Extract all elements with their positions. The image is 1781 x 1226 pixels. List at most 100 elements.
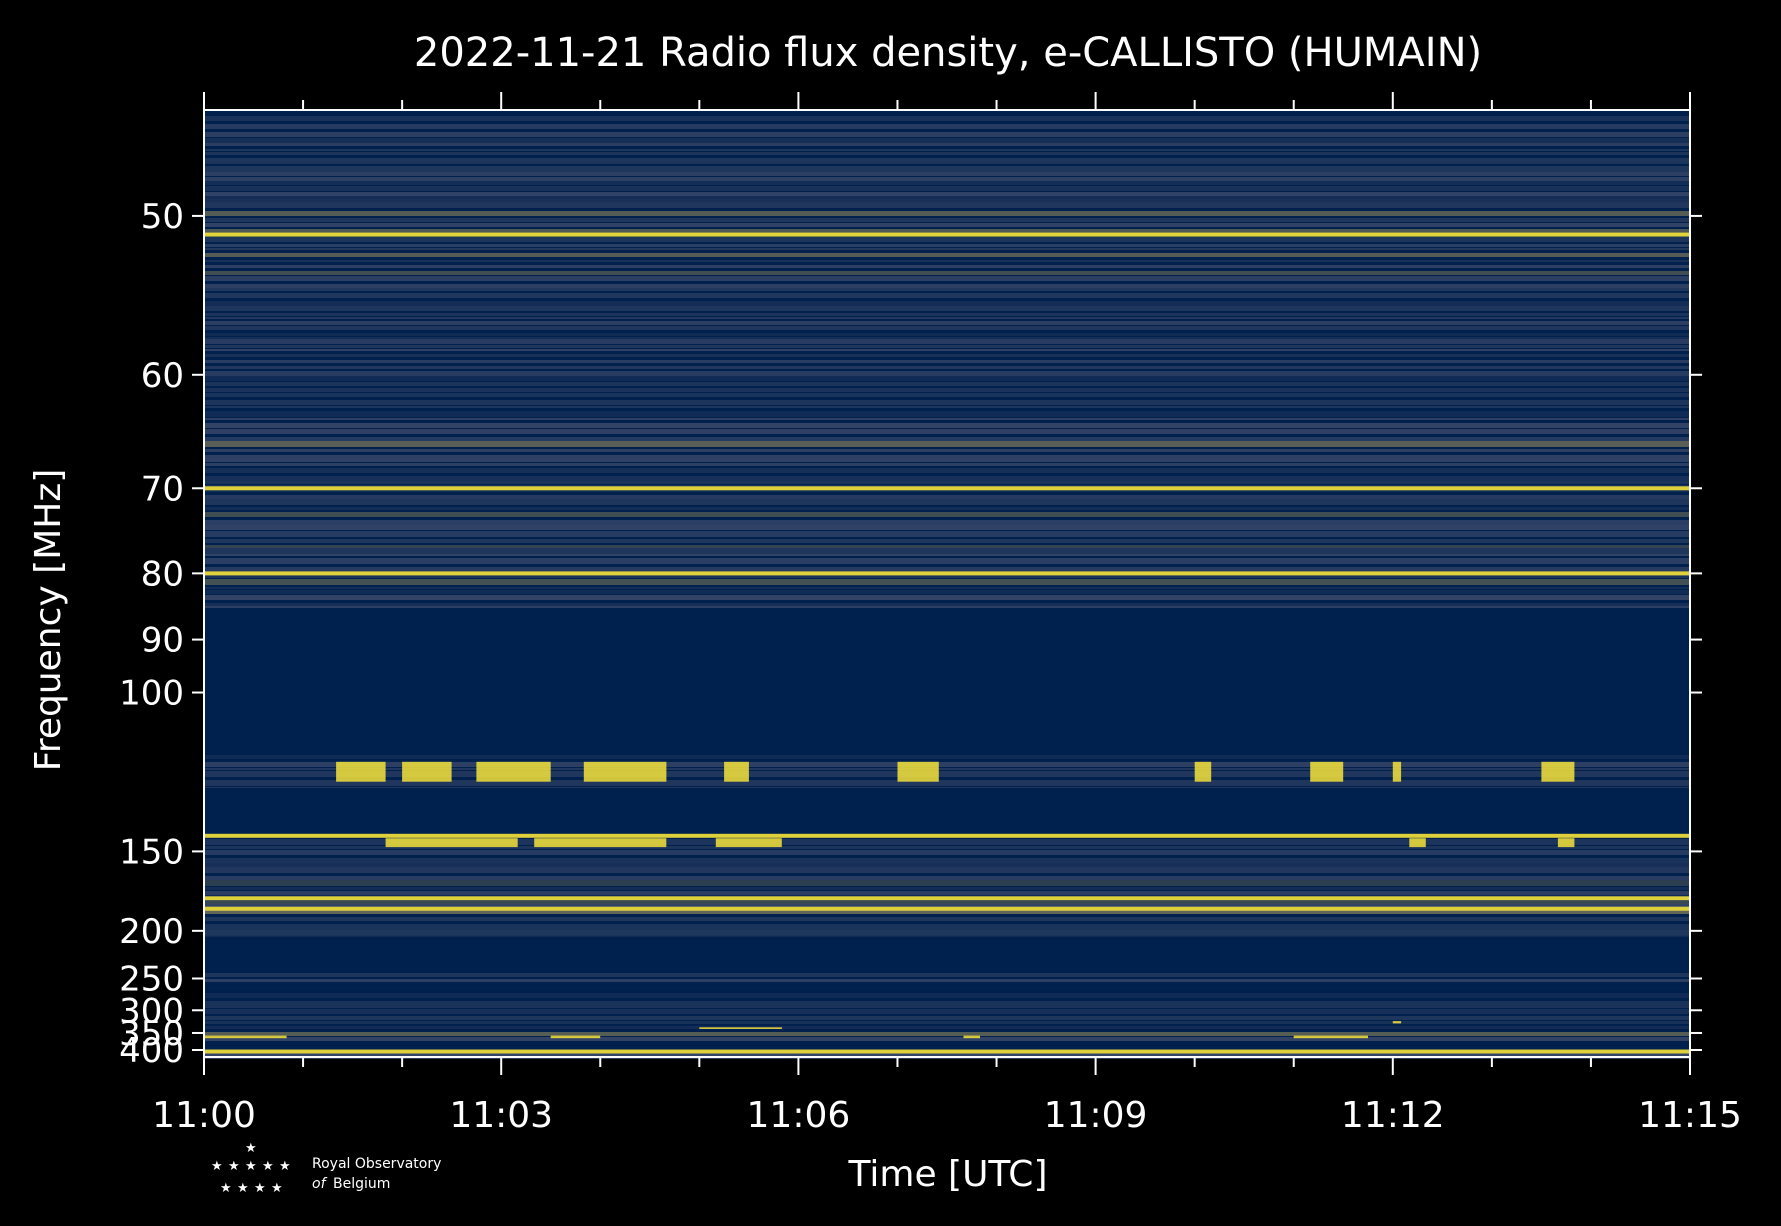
burst-patch	[1541, 761, 1575, 782]
burst-patch	[534, 838, 667, 848]
svg-text:★: ★	[271, 1181, 283, 1196]
bright-line	[204, 1049, 1690, 1054]
noise-strip	[204, 755, 1690, 759]
noise-texture	[204, 116, 1690, 1059]
noise-strip	[204, 590, 1690, 594]
noise-strip	[204, 606, 1690, 608]
burst-patch	[583, 761, 667, 782]
burst-patch	[724, 761, 749, 782]
noise-strip	[204, 181, 1690, 185]
y-tick-label: 90	[141, 621, 184, 661]
noise-strip	[204, 199, 1690, 202]
empty-band	[204, 936, 1690, 973]
bright-line	[204, 833, 1690, 838]
y-tick-label: 50	[141, 197, 184, 237]
noise-strip	[204, 891, 1690, 895]
burst-patch	[699, 1027, 782, 1029]
empty-band	[204, 1043, 1690, 1051]
noise-strip	[204, 887, 1690, 890]
noise-strip	[204, 116, 1690, 121]
svg-text:★: ★	[279, 1159, 291, 1174]
svg-text:★: ★	[245, 1141, 257, 1156]
noise-strip	[204, 152, 1690, 155]
noise-strip	[204, 768, 1690, 770]
plot-area	[203, 109, 1691, 1059]
noise-strip	[204, 762, 1690, 767]
noise-strip	[204, 539, 1690, 543]
noise-strip	[204, 839, 1690, 845]
noise-strip	[204, 846, 1690, 849]
noise-strip	[204, 406, 1690, 408]
noise-strip	[204, 917, 1690, 921]
y-tick-label: 70	[141, 469, 184, 509]
noise-strip	[204, 166, 1690, 172]
y-tick-label: 100	[119, 674, 184, 714]
noise-strip	[204, 376, 1690, 381]
logo-line2-italic: of	[312, 1176, 328, 1192]
noise-strip	[204, 132, 1690, 137]
noise-strip	[204, 930, 1690, 935]
empty-band	[204, 608, 1690, 755]
noise-strip	[204, 366, 1690, 369]
y-tick-label: 350	[119, 1014, 184, 1054]
royal-observatory-logo: ★ ★ ★ ★ ★ ★ ★ ★ ★ ★ Royal Observatory of Belgiu…	[211, 1141, 441, 1196]
noise-strip	[204, 345, 1690, 348]
noise-strip	[204, 876, 1690, 880]
noise-strip	[204, 910, 1690, 914]
noise-strip	[204, 1026, 1690, 1029]
x-tick-label: 11:03	[449, 1095, 553, 1136]
noise-strip	[204, 321, 1690, 325]
noise-strip	[204, 525, 1690, 530]
noise-strip	[204, 411, 1690, 417]
noise-strip	[204, 202, 1690, 208]
empty-band	[204, 787, 1690, 834]
noise-strip	[204, 531, 1690, 537]
noise-strip	[204, 244, 1690, 247]
noise-strip	[204, 393, 1690, 397]
noise-strip	[204, 507, 1690, 510]
noise-strip	[204, 850, 1690, 855]
noise-strip	[204, 468, 1690, 473]
noise-strip	[204, 490, 1690, 492]
noise-strip	[204, 1001, 1690, 1006]
noise-strip	[204, 1032, 1690, 1036]
noise-strip	[204, 495, 1690, 499]
bright-line	[204, 486, 1690, 491]
noise-strip	[204, 354, 1690, 357]
noise-strip	[204, 284, 1690, 288]
noise-strip	[204, 935, 1690, 938]
y-tick-label: 400	[119, 1031, 184, 1071]
noise-strip	[204, 253, 1690, 257]
bright-line	[204, 232, 1690, 237]
noise-strip	[204, 1037, 1690, 1041]
burst-patch	[476, 761, 551, 782]
noise-strip	[204, 455, 1690, 459]
noise-strip	[204, 573, 1690, 578]
chart-title: 2022-11-21 Radio flux density, e-CALLIST…	[414, 30, 1482, 76]
noise-strip	[204, 237, 1690, 242]
noise-strip	[204, 579, 1690, 585]
logo-line2: Belgium	[333, 1176, 390, 1192]
noise-strip	[204, 339, 1690, 344]
burst-patch	[1392, 1021, 1402, 1024]
bright-line	[204, 896, 1690, 901]
noise-strip	[204, 554, 1690, 556]
noise-strip	[204, 485, 1690, 487]
noise-strip	[204, 223, 1690, 227]
noise-strip	[204, 288, 1690, 291]
noise-strip	[204, 186, 1690, 191]
plot-frame	[203, 109, 1691, 1058]
noise-strip	[204, 360, 1690, 363]
burst-patch	[1392, 761, 1402, 782]
noise-strip	[204, 880, 1690, 886]
svg-text:★: ★	[211, 1159, 223, 1174]
noise-strip	[204, 437, 1690, 441]
noise-strip	[204, 306, 1690, 311]
noise-strip	[204, 1006, 1690, 1008]
y-tick-label: 80	[141, 554, 184, 594]
burst-patch	[1310, 761, 1344, 782]
burst-patch	[550, 1035, 601, 1039]
noise-strip	[204, 771, 1690, 777]
x-axis: 11:00 11:03 11:06 11:09 11:12 11:15	[152, 92, 1742, 1136]
